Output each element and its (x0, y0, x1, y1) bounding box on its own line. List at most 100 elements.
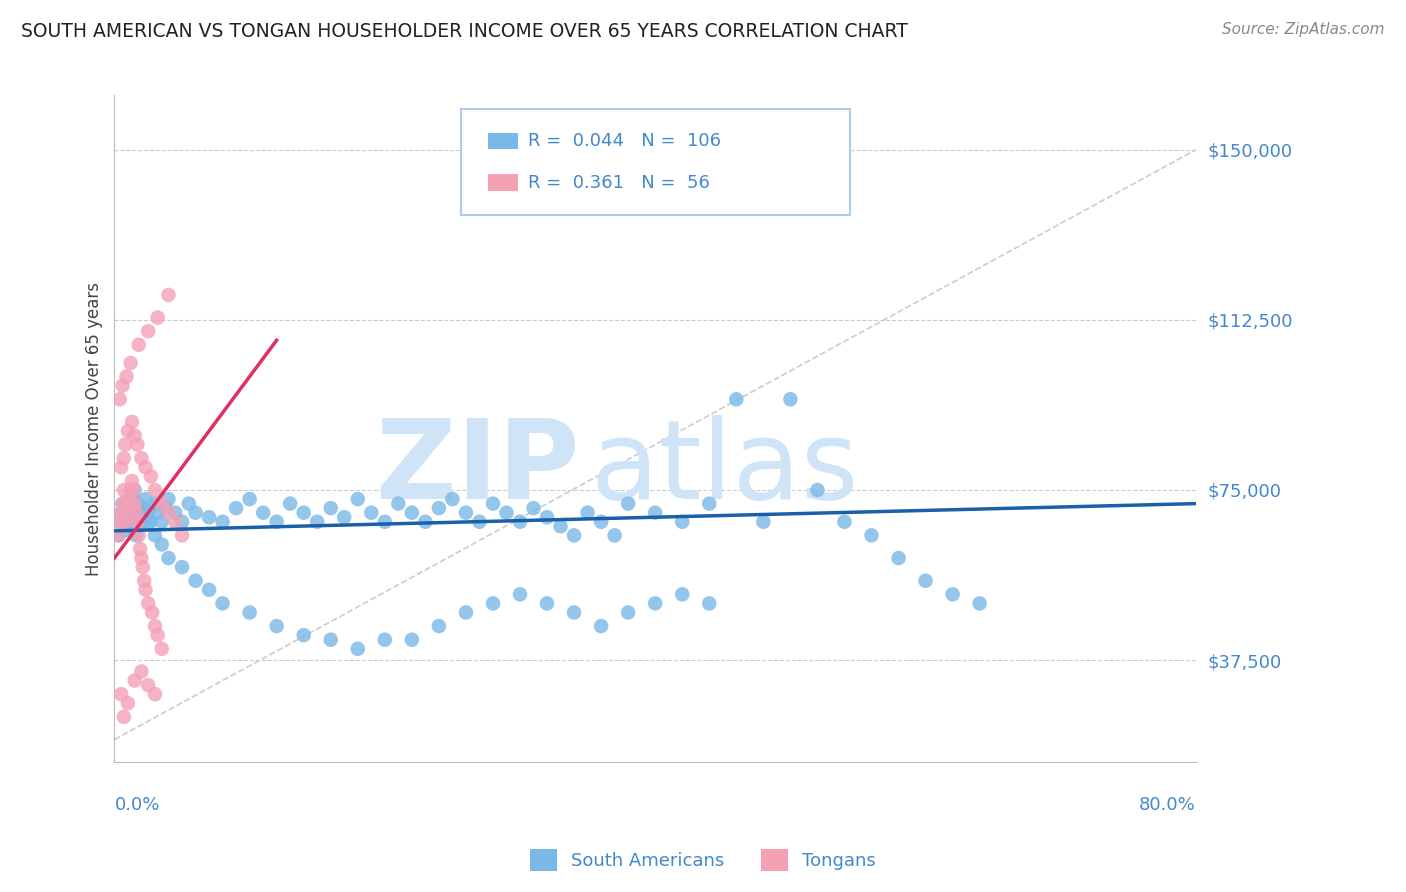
Text: R =  0.044   N =  106: R = 0.044 N = 106 (527, 132, 720, 151)
Point (184, 506, 207, 520)
Point (143, 687, 166, 701)
Point (617, 497, 640, 511)
Point (697, 596, 720, 610)
Text: ZIP: ZIP (377, 416, 579, 522)
Point (346, 491, 368, 506)
Point (146, 506, 169, 520)
Point (127, 497, 149, 511)
Point (536, 596, 558, 610)
Point (806, 483, 828, 497)
Point (134, 574, 156, 588)
Point (387, 497, 409, 511)
Point (157, 491, 180, 506)
Point (752, 515, 775, 529)
Point (111, 378, 134, 392)
Point (117, 506, 139, 520)
Text: 80.0%: 80.0% (1139, 796, 1197, 814)
Point (157, 288, 180, 302)
Point (319, 632, 342, 647)
Point (139, 469, 162, 483)
Point (118, 491, 141, 506)
Point (118, 515, 141, 529)
Point (134, 491, 156, 506)
Bar (488, 174, 517, 191)
Point (150, 537, 173, 551)
Text: R =  0.361   N =  56: R = 0.361 N = 56 (527, 174, 710, 192)
Point (122, 506, 145, 520)
Point (112, 524, 135, 538)
Point (319, 501, 342, 516)
Point (120, 497, 142, 511)
Point (108, 515, 131, 529)
Point (225, 501, 247, 516)
Point (887, 551, 910, 566)
Point (125, 528, 148, 542)
Point (146, 310, 169, 325)
Point (482, 596, 505, 610)
Point (125, 506, 148, 520)
Point (124, 483, 146, 497)
Point (115, 497, 138, 511)
Legend: South Americans, Tongans: South Americans, Tongans (523, 842, 883, 879)
Point (139, 515, 162, 529)
Point (143, 497, 166, 511)
Point (136, 678, 159, 692)
Point (239, 491, 262, 506)
FancyBboxPatch shape (461, 109, 849, 215)
Point (550, 519, 572, 533)
Point (591, 515, 613, 529)
Point (671, 515, 693, 529)
Text: 0.0%: 0.0% (114, 796, 160, 814)
Point (143, 528, 166, 542)
Point (441, 491, 464, 506)
Point (914, 574, 936, 588)
Point (346, 641, 368, 656)
Point (124, 673, 146, 688)
Point (278, 497, 301, 511)
Point (509, 515, 531, 529)
Point (333, 510, 356, 524)
Point (401, 506, 423, 520)
Point (107, 528, 129, 542)
Point (155, 501, 177, 516)
Point (128, 338, 150, 352)
Point (114, 437, 136, 451)
Point (112, 451, 135, 466)
Point (860, 528, 883, 542)
Point (112, 483, 135, 497)
Point (562, 606, 585, 620)
Point (136, 506, 159, 520)
Point (110, 506, 132, 520)
Point (128, 506, 150, 520)
Point (482, 497, 505, 511)
Point (522, 501, 544, 516)
Point (374, 632, 396, 647)
Point (110, 460, 132, 475)
Point (143, 619, 166, 633)
Point (150, 515, 173, 529)
Point (131, 506, 153, 520)
Point (454, 606, 477, 620)
Point (131, 665, 153, 679)
Point (127, 515, 149, 529)
Point (671, 587, 693, 601)
Point (562, 528, 585, 542)
Point (942, 587, 965, 601)
Point (143, 483, 166, 497)
Point (124, 428, 146, 442)
Point (114, 510, 136, 524)
Point (266, 515, 288, 529)
Point (170, 528, 193, 542)
Point (644, 596, 666, 610)
Point (136, 515, 159, 529)
Point (170, 515, 193, 529)
Point (134, 582, 156, 597)
Point (239, 606, 262, 620)
Point (509, 587, 531, 601)
Point (128, 528, 150, 542)
Point (132, 501, 155, 516)
Point (117, 696, 139, 710)
Point (401, 632, 423, 647)
Point (112, 710, 135, 724)
Point (177, 497, 200, 511)
